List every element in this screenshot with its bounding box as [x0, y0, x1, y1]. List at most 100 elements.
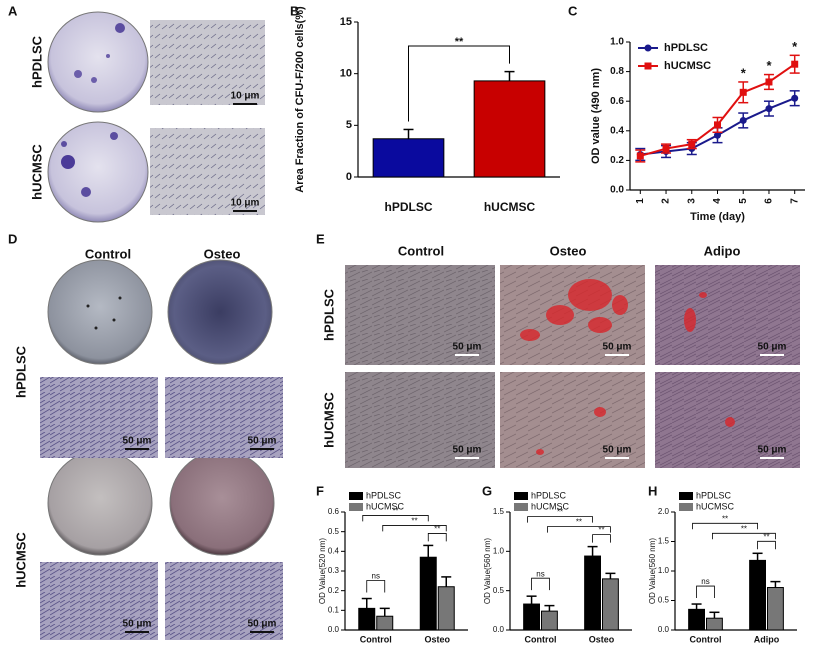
annotation: * [741, 65, 747, 80]
x-axis-label: Time (day) [690, 211, 745, 223]
colony [112, 318, 116, 322]
row-label: hPDLSC [29, 35, 44, 88]
scale-label: 50 μm [123, 619, 152, 630]
colony [61, 155, 75, 169]
scale-label: 50 μm [758, 342, 787, 353]
panel-letter: H [648, 483, 657, 498]
column-label: Control [85, 246, 131, 261]
colony [86, 304, 90, 308]
marker [791, 60, 799, 68]
x-tick-label: 2 [661, 198, 672, 204]
legend-swatch [349, 492, 363, 500]
x-tick-label: Adipo [754, 634, 780, 644]
scale-label: 50 μm [453, 445, 482, 456]
micrograph [150, 128, 265, 215]
bar [358, 607, 376, 631]
marker [714, 121, 721, 129]
bar [523, 603, 541, 631]
marker [688, 140, 696, 148]
x-tick-label: Control [690, 634, 722, 644]
stain [684, 308, 696, 332]
x-tick-label: 1 [635, 198, 646, 204]
colony [61, 141, 67, 147]
micrograph [655, 265, 800, 365]
significance-bracket [757, 540, 776, 550]
annotation: ** [557, 508, 563, 517]
scale-label: 50 μm [758, 445, 787, 456]
colony [91, 77, 97, 83]
x-tick-label: 3 [686, 198, 697, 204]
column-label: Osteo [550, 243, 587, 258]
y-tick-label: 1.5 [493, 507, 505, 516]
stain [588, 317, 612, 333]
significance-bracket [362, 515, 429, 522]
stain [612, 295, 628, 315]
bar [541, 610, 558, 631]
significance-bracket [408, 45, 510, 122]
row-label: hPDLSC [321, 288, 336, 341]
x-tick-label: 6 [764, 198, 775, 204]
stain [520, 329, 540, 341]
y-tick-label: 0.5 [328, 527, 340, 536]
legend-marker [644, 44, 652, 52]
y-tick-label: 0.6 [610, 96, 624, 107]
legend-swatch [514, 503, 528, 511]
legend-label: hPDLSC [366, 490, 402, 500]
significance-bracket [692, 522, 758, 530]
panel-letter: G [482, 483, 492, 498]
micrograph [345, 265, 495, 365]
panel-letter: B [290, 3, 299, 18]
culture-dish [47, 11, 149, 113]
marker [636, 152, 644, 160]
legend-label: hUCMSC [696, 501, 735, 511]
bar [419, 556, 437, 631]
column-label: Control [398, 243, 444, 258]
annotation: ** [455, 36, 464, 48]
panel-letter: A [8, 3, 18, 18]
culture-dish [167, 259, 273, 365]
colony [118, 296, 122, 300]
y-tick-label: 0.6 [328, 507, 340, 516]
culture-dish [47, 121, 149, 223]
y-tick-label: 0.4 [328, 546, 340, 555]
colony [115, 23, 125, 33]
y-tick-label: 0.4 [610, 125, 624, 136]
micrograph [40, 377, 158, 458]
bar [437, 586, 455, 631]
column-label: Adipo [704, 243, 741, 258]
y-axis-label: OD Value(520 nm) [318, 538, 327, 604]
significance-bracket [427, 533, 447, 542]
y-axis-label: OD Value(560 nm) [648, 538, 657, 604]
x-tick-label: Osteo [589, 634, 615, 644]
annotation: * [792, 39, 798, 54]
significance-bracket [366, 580, 386, 593]
bar [706, 617, 723, 631]
legend-label: hPDLSC [531, 490, 567, 500]
y-axis-label: OD value (490 nm) [590, 68, 602, 164]
annotation: ** [722, 514, 728, 523]
culture-dish [47, 259, 153, 365]
marker [739, 116, 747, 124]
scale-label: 10 μm [231, 198, 260, 209]
annotation: ** [763, 532, 769, 541]
legend-swatch [679, 492, 693, 500]
y-tick-label: 0.2 [328, 586, 340, 595]
significance-bracket [712, 532, 776, 540]
legend-label: hUCMSC [664, 60, 711, 72]
row-label: hUCMSC [13, 532, 28, 588]
significance-bracket [531, 577, 550, 591]
y-tick-label: 0.3 [328, 566, 340, 575]
colony [94, 326, 98, 330]
x-tick-label: hPDLSC [385, 200, 433, 214]
panel-letter: D [8, 231, 17, 246]
column-label: Osteo [204, 246, 241, 261]
scale-label: 50 μm [248, 619, 277, 630]
bar [749, 559, 767, 631]
scale-label: 50 μm [123, 436, 152, 447]
colony [110, 132, 118, 140]
bar [584, 555, 602, 631]
y-tick-label: 0.0 [328, 625, 340, 634]
legend-swatch [514, 492, 528, 500]
row-label: hUCMSC [29, 144, 44, 200]
